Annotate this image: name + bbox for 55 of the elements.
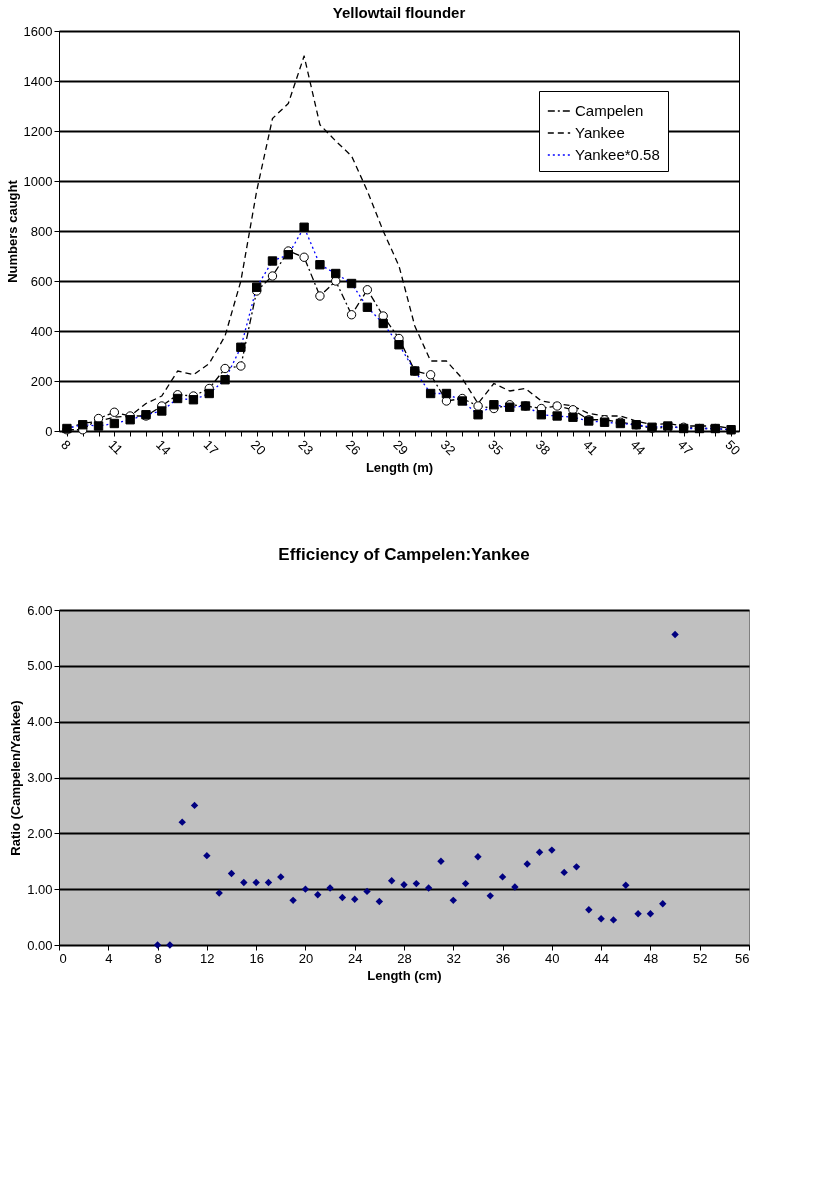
x-tick-label: 28 [397, 950, 412, 966]
x-tick-label: 40 [545, 950, 560, 966]
y-axis-title: Numbers caught [4, 179, 20, 283]
y-tick-label: 5.00 [27, 658, 53, 674]
x-tick-label: 8 [154, 950, 162, 966]
x-axis-title: Length (cm) [367, 967, 442, 983]
chart-title: Yellowtail flounder [332, 4, 466, 21]
x-tick-label: 4 [105, 950, 113, 966]
x-tick-label: 29 [390, 437, 412, 458]
x-tick-label: 36 [495, 950, 511, 966]
y-tick-label: 600 [30, 273, 53, 289]
x-tick-label: 26 [342, 437, 364, 458]
legend-label: Campelen [575, 102, 644, 119]
x-tick-label: 0 [59, 950, 67, 966]
x-tick-label: 35 [485, 437, 507, 458]
x-tick-label: 8 [58, 437, 74, 453]
chart-title: Efficiency of Campelen:Yankee [278, 545, 530, 564]
y-tick-label: 1200 [23, 123, 53, 139]
y-tick-label: 4.00 [27, 714, 53, 730]
x-tick-label: 23 [295, 437, 317, 458]
x-tick-label: 20 [247, 437, 269, 458]
x-tick-label: 38 [532, 437, 554, 458]
x-tick-label: 44 [627, 437, 649, 458]
y-tick-label: 400 [30, 323, 53, 339]
x-tick-label: 24 [347, 950, 363, 966]
x-tick-label: 41 [580, 437, 601, 458]
x-tick-label: 32 [437, 437, 459, 458]
x-tick-label: 16 [249, 950, 264, 966]
x-tick-label: 14 [153, 437, 174, 458]
x-tick-label: 48 [643, 950, 659, 966]
x-tick-label: 47 [674, 437, 696, 458]
x-tick-label: 44 [594, 950, 609, 966]
legend-label: Yankee [575, 124, 625, 141]
y-tick-label: 200 [30, 373, 53, 389]
x-axis-title: Length (m) [365, 459, 434, 475]
y-tick-label: 0 [45, 423, 53, 439]
x-tick-label: 50 [722, 437, 744, 458]
y-tick-label: 2.00 [27, 825, 53, 841]
y-tick-label: 6.00 [27, 602, 53, 618]
x-tick-label: 11 [105, 437, 126, 458]
x-tick-label: 20 [298, 950, 314, 966]
x-tick-label: 52 [692, 950, 708, 966]
x-tick-label: 32 [446, 950, 462, 966]
y-axis-title: Ratio (Campelen/Yankee) [8, 700, 24, 856]
y-tick-label: 1400 [23, 73, 53, 89]
x-tick-label: 17 [200, 437, 222, 458]
y-tick-label: 1.00 [27, 881, 53, 897]
x-tick-label: 12 [200, 950, 215, 966]
y-tick-label: 3.00 [27, 770, 53, 785]
y-tick-label: 1000 [23, 173, 53, 189]
y-tick-label: 0.00 [27, 937, 53, 953]
x-tick-label: 56 [735, 950, 750, 966]
y-tick-label: 1600 [23, 23, 53, 39]
legend-label: Yankee*0.58 [575, 146, 660, 163]
y-tick-label: 800 [30, 223, 53, 239]
